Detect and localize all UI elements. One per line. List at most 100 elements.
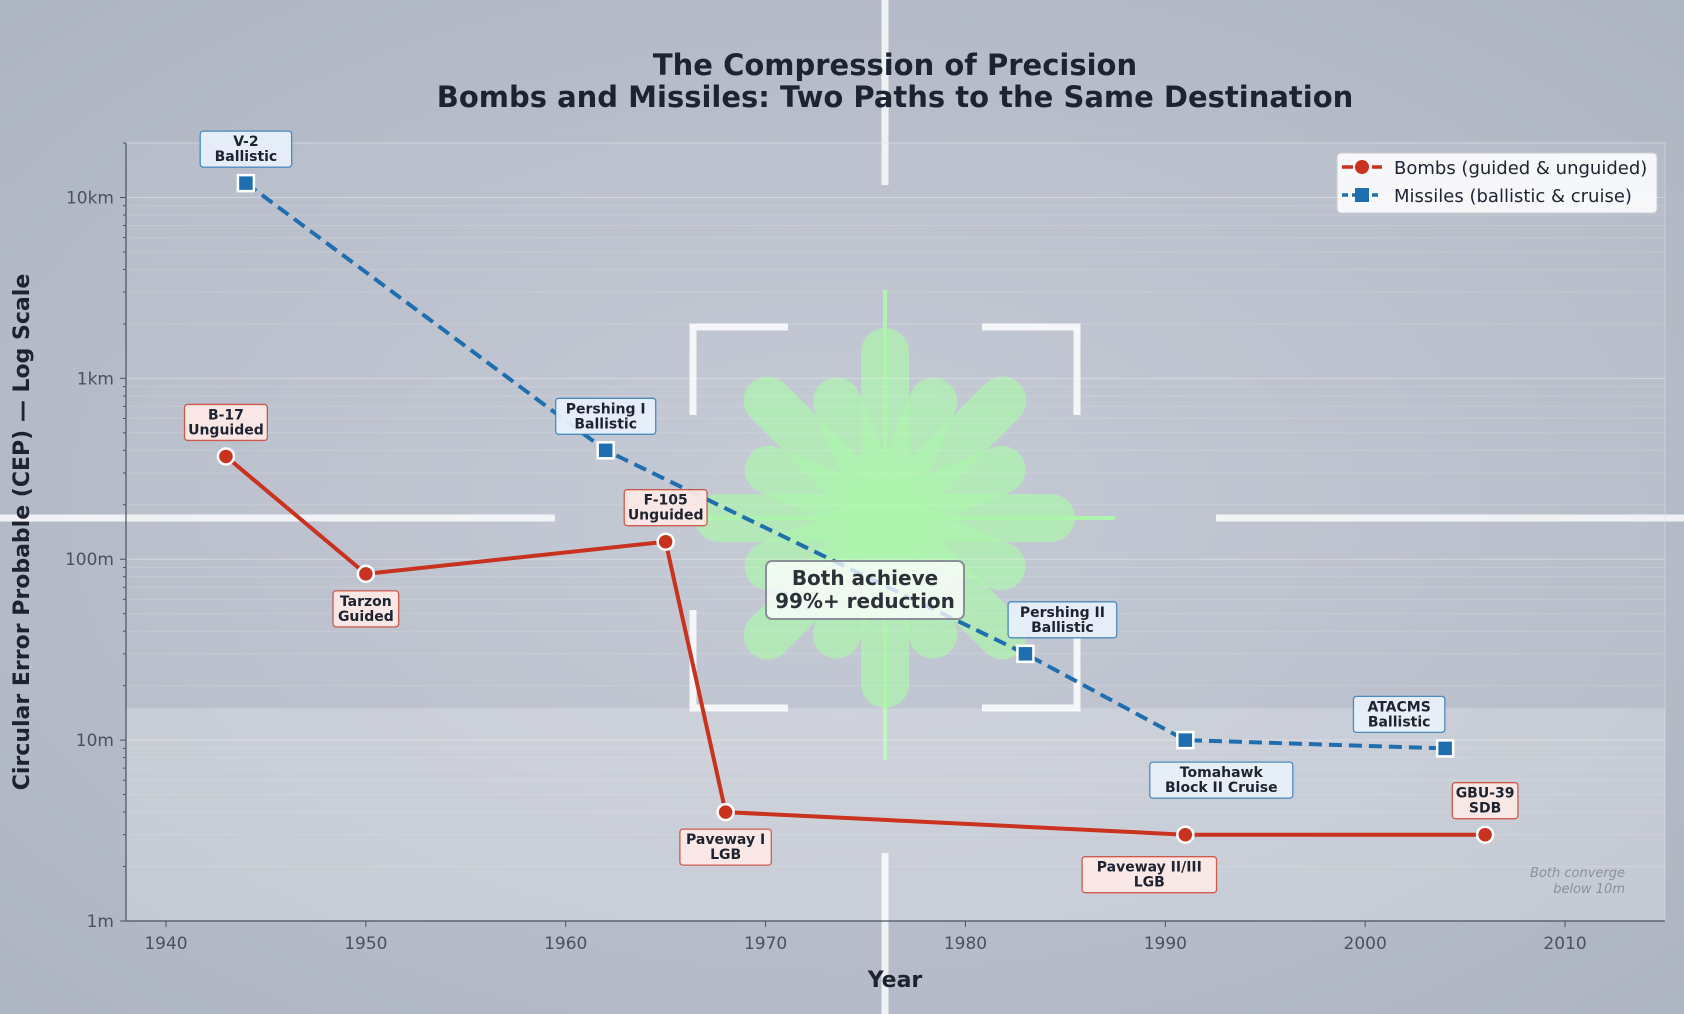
bomb-point: [1176, 825, 1195, 844]
point-label-box: [555, 397, 657, 435]
bracket-top-right: [982, 323, 1081, 415]
x-tick-label: 1970: [744, 934, 787, 954]
chart-subtitle: Bombs and Missiles: Two Paths to the Sam…: [437, 80, 1354, 114]
point-label-text: V-2: [233, 134, 258, 150]
y-tick-label: 10m: [76, 731, 114, 751]
corner-note-line-1: Both converge: [1530, 866, 1625, 881]
point-label-text: Ballistic: [215, 149, 278, 165]
center-annotation-line-1: Both achieve: [792, 566, 938, 590]
y-tick-label: 10km: [66, 188, 114, 208]
missile-point: [596, 441, 615, 460]
point-label-text: Unguided: [628, 508, 704, 524]
point-label-box: [332, 590, 400, 628]
x-tick-label: 2010: [1543, 934, 1586, 954]
plot-background: [125, 142, 1666, 922]
point-label-text: ATACMS: [1367, 699, 1430, 715]
point-label-text: Block II Cruise: [1165, 780, 1278, 796]
legend-item-bombs: Bombs (guided & unguided): [1342, 158, 1647, 179]
point-label-text: Pershing I: [566, 401, 646, 417]
bracket-bottom-left: [689, 610, 788, 712]
y-tick-label: 1km: [77, 369, 114, 389]
chart-title: The Compression of Precision: [653, 48, 1137, 82]
y-tick-label: 100m: [65, 550, 114, 570]
legend-bombs-marker: [1355, 160, 1369, 174]
crosshair-ray: [812, 377, 900, 520]
point-label-box: [1352, 695, 1446, 734]
x-tick-label: 1990: [1144, 934, 1187, 954]
point-label-text: B-17: [208, 407, 244, 423]
missile-point: [236, 173, 256, 193]
point-label-text: Ballistic: [574, 416, 637, 432]
point-label-text: Tarzon: [340, 594, 392, 610]
x-tick-label: 1950: [344, 934, 387, 954]
convergence-zone: [126, 708, 1665, 921]
axes: 1m 10m 100m 1km 10km 1940 1950 1960 1970 1980 1990…: [65, 142, 1665, 954]
point-label-text: Guided: [338, 609, 394, 625]
series-layer: [216, 173, 1495, 844]
bomb-point: [656, 532, 675, 551]
center-annotation-box: [765, 560, 965, 620]
point-label-box: [183, 403, 268, 442]
missile-point: [1016, 644, 1035, 664]
bomb-point: [216, 447, 236, 466]
point-label-box: [679, 828, 772, 866]
point-label-text: LGB: [1134, 875, 1165, 891]
missile-point: [1176, 730, 1195, 750]
center-annotation-line-2: 99%+ reduction: [775, 589, 955, 613]
y-tick-label: 1m: [87, 912, 114, 932]
bracket-bottom-right: [982, 610, 1081, 712]
point-label-box: [1149, 761, 1294, 799]
point-label-box: [199, 130, 293, 168]
missile-point: [1435, 739, 1455, 758]
legend-item-missiles: Missiles (ballistic & cruise): [1342, 186, 1632, 207]
grid: [126, 142, 1665, 922]
point-label-text: Pershing II: [1020, 605, 1105, 621]
series-line-bombs: [224, 454, 1486, 837]
legend-box: [1336, 152, 1658, 214]
bomb-point: [1475, 825, 1495, 844]
point-label-text: Ballistic: [1368, 714, 1431, 730]
legend-bombs-label: Bombs (guided & unguided): [1394, 158, 1647, 179]
bracket-top-left: [689, 323, 788, 415]
bomb-point: [716, 802, 735, 822]
point-label-box: [1451, 782, 1519, 820]
point-label-text: F-105: [644, 493, 688, 509]
y-axis-label: Circular Error Probable (CEP) — Log Scal…: [10, 274, 35, 791]
x-tick-label: 1960: [544, 934, 587, 954]
point-label-text: GBU-39: [1456, 786, 1515, 802]
x-axis-label: Year: [867, 968, 923, 993]
point-label-text: LGB: [710, 847, 741, 863]
point-label-text: Unguided: [188, 422, 264, 438]
series-line-missiles: [244, 181, 1446, 751]
corner-note-line-2: below 10m: [1553, 882, 1625, 897]
point-label-text: Ballistic: [1031, 620, 1094, 636]
point-label-text: Paveway I: [686, 832, 765, 848]
x-tick-label: 1940: [144, 934, 187, 954]
point-label-box: [1081, 856, 1218, 894]
plot-area: [125, 142, 1666, 922]
point-label-text: Tomahawk: [1180, 765, 1264, 781]
bomb-point: [356, 564, 376, 584]
point-label-text: SDB: [1469, 801, 1501, 817]
legend: Bombs (guided & unguided) Missiles (ball…: [1336, 152, 1658, 214]
x-tick-label: 1980: [944, 934, 987, 954]
point-label-text: Paveway II/III: [1097, 860, 1202, 876]
point-label-box: [623, 489, 708, 527]
legend-missiles-label: Missiles (ballistic & cruise): [1394, 186, 1632, 207]
x-tick-label: 2000: [1344, 934, 1387, 954]
legend-missiles-marker: [1355, 188, 1369, 202]
center-annotation: Both achieve 99%+ reduction: [765, 560, 965, 620]
